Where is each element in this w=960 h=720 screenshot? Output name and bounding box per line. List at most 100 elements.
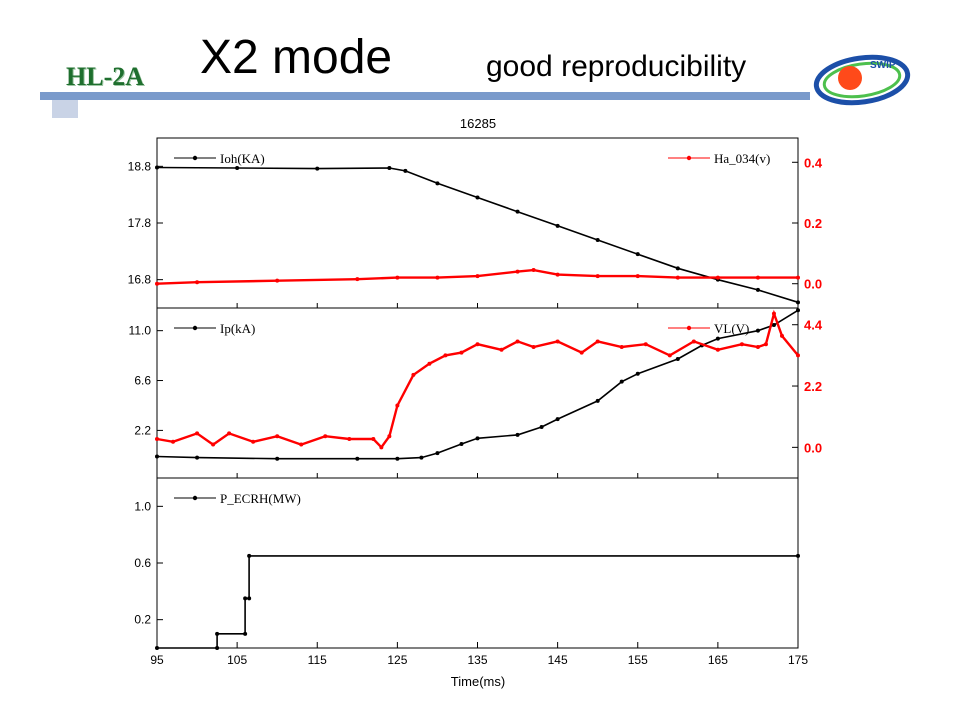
data-point	[435, 181, 440, 186]
data-point	[796, 353, 800, 358]
xtick-label: 125	[387, 653, 407, 667]
data-point	[443, 353, 448, 358]
data-point	[475, 342, 480, 347]
data-point	[555, 339, 560, 344]
data-point	[515, 209, 520, 214]
right-ytick-label: 2.2	[804, 379, 822, 394]
data-point	[211, 442, 216, 447]
legend-label: Ha_034(v)	[714, 151, 770, 166]
right-ytick-label: 4.4	[804, 318, 823, 333]
data-point	[691, 339, 696, 344]
right-ytick-label: 0.0	[804, 277, 822, 292]
data-point	[459, 350, 464, 355]
data-point	[579, 350, 584, 355]
data-point	[215, 631, 220, 636]
legend-marker	[686, 325, 692, 331]
slide-subtitle: good reproducibility	[486, 50, 747, 83]
data-point	[395, 275, 400, 280]
legend-label: Ip(kA)	[220, 321, 255, 336]
data-point	[715, 336, 720, 341]
header-divider	[40, 92, 810, 100]
data-point	[635, 371, 640, 376]
data-point	[595, 339, 600, 344]
xtick-label: 95	[150, 653, 164, 667]
header-divider-accent	[52, 100, 78, 118]
left-ytick-label: 0.2	[134, 613, 151, 627]
figure-title: 16285	[460, 116, 496, 131]
left-ytick-label: 11.0	[129, 324, 152, 338]
legend-label: Ioh(KA)	[220, 151, 265, 166]
data-point	[555, 417, 560, 422]
data-point	[796, 308, 800, 313]
data-point	[195, 455, 200, 460]
data-point	[796, 553, 800, 558]
data-point	[531, 345, 536, 350]
left-ytick-label: 16.8	[128, 273, 152, 287]
legend-marker	[686, 155, 692, 161]
data-point	[796, 275, 800, 280]
data-point	[595, 398, 600, 403]
left-ytick-label: 2.2	[134, 423, 151, 437]
data-point	[515, 339, 520, 344]
xtick-label: 175	[788, 653, 808, 667]
data-point	[315, 166, 320, 171]
xtick-label: 155	[628, 653, 648, 667]
data-point	[403, 168, 408, 173]
xtick-label: 135	[467, 653, 487, 667]
xtick-label: 115	[308, 653, 327, 667]
data-point	[347, 436, 352, 441]
right-ytick-label: 0.2	[804, 216, 822, 231]
data-point	[755, 328, 760, 333]
data-point	[619, 345, 624, 350]
series-line-vl-v-	[156, 309, 799, 450]
data-point	[771, 311, 776, 316]
data-point	[771, 323, 776, 327]
xtick-label: 105	[227, 653, 247, 667]
data-point	[155, 165, 159, 170]
data-point	[379, 445, 384, 450]
data-point	[275, 456, 280, 461]
left-ytick-label: 0.6	[134, 556, 151, 570]
data-point	[247, 596, 252, 601]
data-point	[395, 403, 400, 408]
left-ytick-label: 1.0	[134, 499, 151, 513]
xtick-label: 165	[708, 653, 728, 667]
data-point	[247, 553, 252, 558]
data-point	[779, 333, 784, 338]
data-point	[515, 269, 520, 274]
data-point	[675, 357, 680, 361]
data-point	[155, 646, 159, 650]
brand-logo-text: HL-2A	[66, 62, 144, 91]
data-point	[435, 275, 440, 280]
data-point	[531, 268, 536, 273]
series-line-ha-034-v-	[156, 268, 798, 285]
data-point	[635, 252, 640, 257]
data-point	[755, 287, 760, 292]
data-point	[643, 342, 648, 347]
data-point	[195, 431, 200, 436]
data-point	[763, 342, 768, 347]
data-point	[171, 439, 176, 444]
legend-marker	[192, 495, 198, 501]
data-point	[675, 275, 680, 280]
left-ytick-label: 17.8	[128, 216, 152, 230]
legend-marker	[192, 155, 198, 161]
data-point	[215, 646, 220, 650]
data-point	[755, 345, 760, 350]
slide-title: X2 mode	[200, 31, 393, 84]
data-point	[619, 379, 624, 384]
data-point	[715, 275, 720, 280]
data-point	[275, 278, 280, 283]
data-point	[427, 361, 432, 366]
xtick-label: 145	[548, 653, 568, 667]
data-point	[515, 432, 520, 437]
x-axis-label: Time(ms)	[451, 674, 505, 689]
data-point	[419, 455, 424, 460]
data-point	[595, 274, 600, 279]
legend-marker	[192, 325, 198, 331]
data-point	[715, 347, 720, 352]
data-point	[243, 631, 248, 636]
data-point	[739, 342, 744, 347]
data-point	[323, 434, 328, 439]
